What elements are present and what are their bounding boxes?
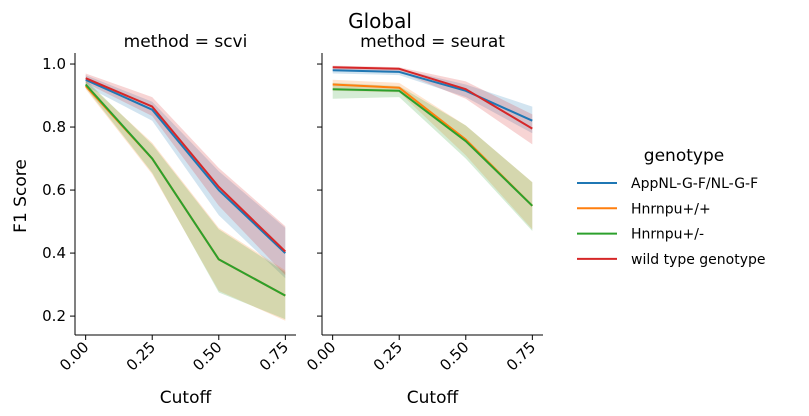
series-line (84, 83, 286, 297)
legend-label: Hnrnpu+/- (631, 227, 704, 243)
ci-band (85, 79, 286, 320)
series-line (85, 78, 286, 254)
ci-band (332, 79, 533, 230)
series-line (332, 66, 533, 130)
series-line (85, 77, 286, 253)
legend-title: genotype (644, 146, 724, 166)
x-tick-label: 0.75 (256, 338, 292, 374)
x-tick-label: 0.50 (189, 338, 225, 374)
facet-seurat: method = seurat 0.00 0.25 0.50 0.75 (303, 32, 543, 374)
series-line (332, 69, 533, 122)
legend-label: AppNL-G-F/NL-G-F (631, 176, 758, 192)
x-tick-label: 0.50 (436, 338, 472, 374)
y-tick-label: 0.4 (42, 244, 66, 262)
x-axis-label: Cutoff (407, 388, 460, 408)
x-tick-label: 0.75 (503, 338, 539, 374)
legend-label: Hnrnpu+/+ (631, 201, 711, 217)
facet-title: method = seurat (360, 32, 505, 52)
legend: genotype AppNL-G-F/NL-G-F Hnrnpu+/+ Hnrnpu… (577, 146, 766, 268)
x-tick-label: 0.00 (56, 338, 92, 374)
y-tick-label: 0.2 (42, 307, 66, 325)
facet-title: method = scvi (124, 32, 248, 52)
y-tick-label: 1.0 (42, 55, 66, 73)
facet-scvi: method = scvi 0.2 0.4 0.6 0.8 1.0 0.00 0.25 0.5… (42, 32, 296, 374)
x-axis-label: Cutoff (160, 388, 213, 408)
x-tick-label: 0.00 (303, 338, 339, 374)
series-line (332, 88, 533, 207)
y-tick-label: 0.6 (42, 181, 66, 199)
legend-label: wild type genotype (631, 252, 766, 268)
chart-title: Global (348, 9, 412, 33)
y-axis-label: F1 Score (11, 159, 31, 233)
x-tick-label: 0.25 (370, 338, 406, 374)
ci-band (85, 75, 286, 279)
y-tick-label: 0.8 (42, 118, 66, 136)
x-tick-label: 0.25 (123, 338, 159, 374)
